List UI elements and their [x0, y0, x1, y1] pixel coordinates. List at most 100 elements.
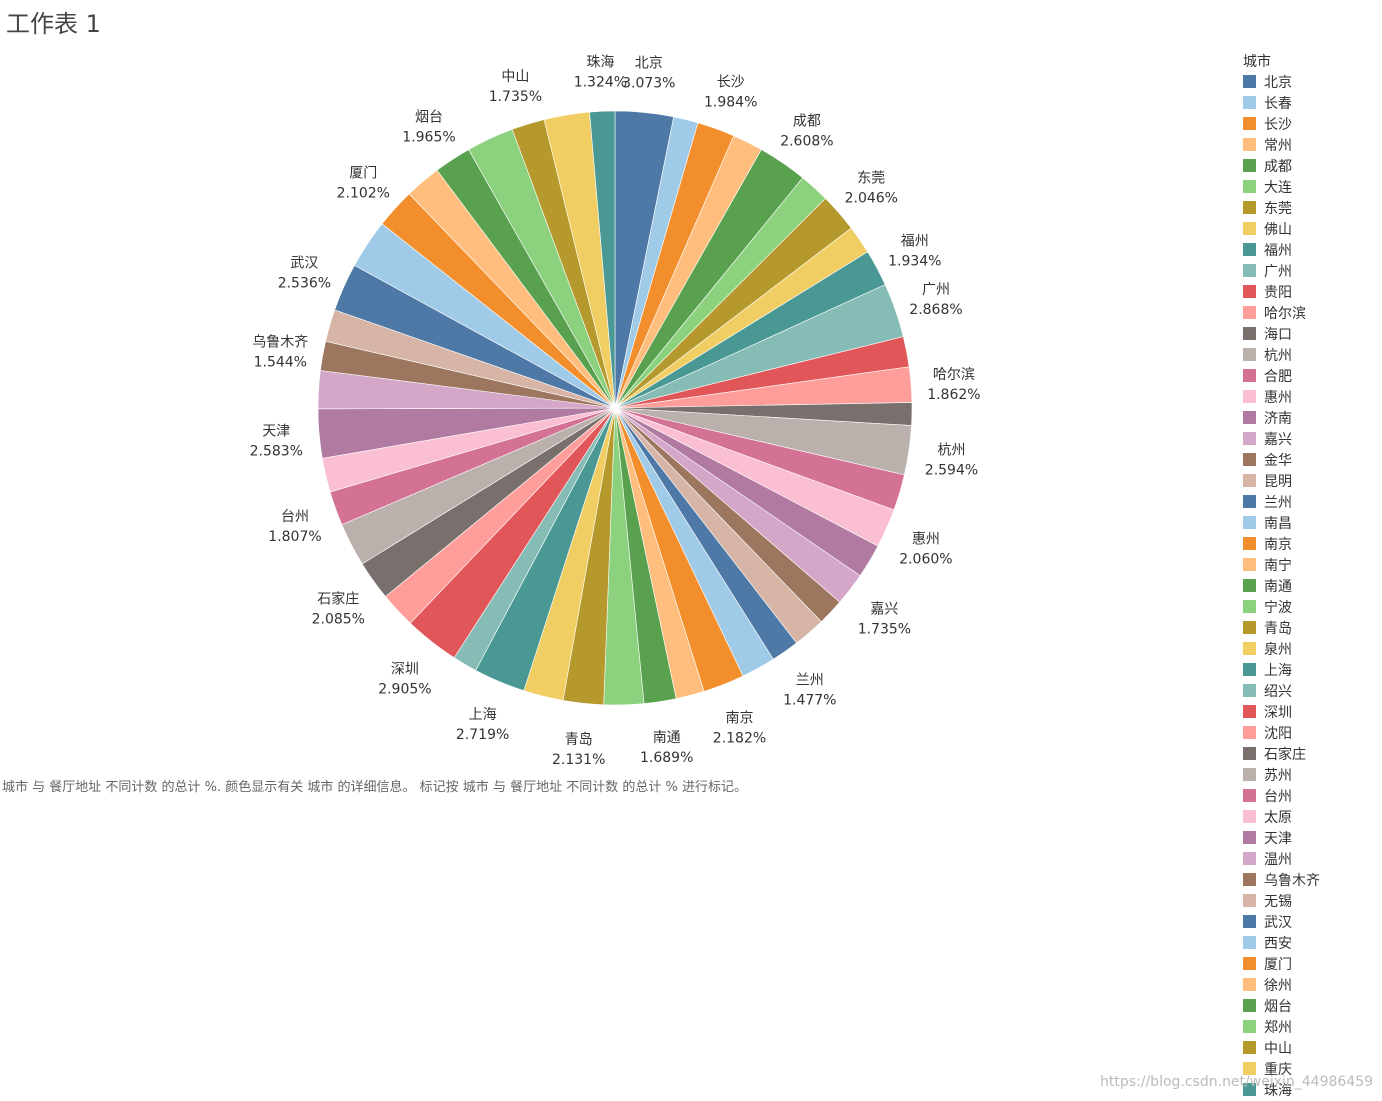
- legend-item-太原[interactable]: 太原: [1243, 806, 1373, 827]
- legend-item-重庆[interactable]: 重庆: [1243, 1058, 1373, 1079]
- legend-item-南通[interactable]: 南通: [1243, 575, 1373, 596]
- slice-label-value: 2.583%: [250, 443, 303, 459]
- legend-item-宁波[interactable]: 宁波: [1243, 596, 1373, 617]
- legend-item-金华[interactable]: 金华: [1243, 449, 1373, 470]
- legend-item-天津[interactable]: 天津: [1243, 827, 1373, 848]
- legend-label: 绍兴: [1264, 683, 1292, 700]
- legend-item-贵阳[interactable]: 贵阳: [1243, 281, 1373, 302]
- legend-item-南京[interactable]: 南京: [1243, 533, 1373, 554]
- legend-item-惠州[interactable]: 惠州: [1243, 386, 1373, 407]
- legend-item-苏州[interactable]: 苏州: [1243, 764, 1373, 785]
- chart-caption: 城市 与 餐厅地址 不同计数 的总计 %. 颜色显示有关 城市 的详细信息。 标…: [2, 780, 747, 795]
- slice-label-city: 深圳: [391, 661, 419, 677]
- legend-label: 东莞: [1264, 200, 1292, 217]
- legend-item-台州[interactable]: 台州: [1243, 785, 1373, 806]
- pie-slice-珠海[interactable]: [589, 110, 616, 409]
- legend-item-温州[interactable]: 温州: [1243, 848, 1373, 869]
- legend-item-绍兴[interactable]: 绍兴: [1243, 680, 1373, 701]
- slice-label-city: 兰州: [796, 673, 824, 689]
- slice-label-city: 哈尔滨: [933, 367, 975, 383]
- legend-item-大连[interactable]: 大连: [1243, 176, 1373, 197]
- slice-label-city: 厦门: [349, 165, 377, 181]
- legend-item-长沙[interactable]: 长沙: [1243, 113, 1373, 134]
- legend-item-成都[interactable]: 成都: [1243, 155, 1373, 176]
- slice-label: 中山 1.735%: [489, 69, 542, 105]
- slice-label-city: 嘉兴: [870, 601, 898, 617]
- legend-swatch: [1243, 810, 1256, 823]
- legend-label: 珠海: [1264, 1082, 1292, 1099]
- slice-label-city: 上海: [469, 707, 497, 723]
- legend-label: 苏州: [1264, 767, 1292, 784]
- legend-item-无锡[interactable]: 无锡: [1243, 890, 1373, 911]
- slice-label-value: 2.046%: [845, 191, 898, 207]
- legend-item-烟台[interactable]: 烟台: [1243, 995, 1373, 1016]
- legend-label: 重庆: [1264, 1061, 1292, 1078]
- legend-label: 哈尔滨: [1264, 305, 1306, 322]
- legend-item-东莞[interactable]: 东莞: [1243, 197, 1373, 218]
- legend-item-徐州[interactable]: 徐州: [1243, 974, 1373, 995]
- slice-label-value: 1.544%: [254, 354, 307, 370]
- legend-item-福州[interactable]: 福州: [1243, 239, 1373, 260]
- legend-swatch: [1243, 453, 1256, 466]
- legend-item-杭州[interactable]: 杭州: [1243, 344, 1373, 365]
- slice-label: 嘉兴 1.735%: [858, 601, 911, 637]
- legend-item-海口[interactable]: 海口: [1243, 323, 1373, 344]
- legend-item-深圳[interactable]: 深圳: [1243, 701, 1373, 722]
- legend-item-常州[interactable]: 常州: [1243, 134, 1373, 155]
- pie-chart[interactable]: 北京 3.073% 长沙 1.984% 成都 2.608% 东莞 2.046% 福州 1.934%…: [0, 0, 1230, 770]
- slice-label-city: 南京: [726, 710, 754, 726]
- legend-swatch: [1243, 537, 1256, 550]
- legend-swatch: [1243, 600, 1256, 613]
- legend-swatch: [1243, 705, 1256, 718]
- legend-item-哈尔滨[interactable]: 哈尔滨: [1243, 302, 1373, 323]
- legend-item-珠海[interactable]: 珠海: [1243, 1079, 1373, 1100]
- legend-label: 海口: [1264, 326, 1292, 343]
- legend-item-上海[interactable]: 上海: [1243, 659, 1373, 680]
- slice-label-value: 2.905%: [378, 681, 431, 697]
- legend-item-西安[interactable]: 西安: [1243, 932, 1373, 953]
- legend-swatch: [1243, 684, 1256, 697]
- legend-swatch: [1243, 432, 1256, 445]
- legend-swatch: [1243, 558, 1256, 571]
- legend-swatch: [1243, 768, 1256, 781]
- legend-item-佛山[interactable]: 佛山: [1243, 218, 1373, 239]
- slice-label-value: 2.102%: [337, 185, 390, 201]
- legend-item-合肥[interactable]: 合肥: [1243, 365, 1373, 386]
- legend-label: 长春: [1264, 95, 1292, 112]
- slice-label-city: 青岛: [565, 732, 593, 748]
- slice-label-value: 3.073%: [622, 76, 675, 92]
- slice-label: 青岛 2.131%: [552, 732, 605, 768]
- slice-label-value: 1.934%: [888, 254, 941, 270]
- legend-swatch: [1243, 474, 1256, 487]
- legend-item-乌鲁木齐[interactable]: 乌鲁木齐: [1243, 869, 1373, 890]
- legend-label: 大连: [1264, 179, 1292, 196]
- legend-item-北京[interactable]: 北京: [1243, 71, 1373, 92]
- legend-item-中山[interactable]: 中山: [1243, 1037, 1373, 1058]
- legend-item-兰州[interactable]: 兰州: [1243, 491, 1373, 512]
- legend-item-武汉[interactable]: 武汉: [1243, 911, 1373, 932]
- slice-label-value: 2.719%: [456, 727, 509, 743]
- legend-items: 北京长春 长沙 常州 成都大连东莞 佛山 福州 广州 贵阳哈尔滨海口 杭州 合肥 惠州 济南 嘉兴 金华昆…: [1243, 71, 1373, 1100]
- legend-label: 兰州: [1264, 494, 1292, 511]
- legend-item-济南[interactable]: 济南: [1243, 407, 1373, 428]
- legend-swatch: [1243, 1020, 1256, 1033]
- legend-item-长春[interactable]: 长春: [1243, 92, 1373, 113]
- watermark: https://blog.csdn.net/weixin_44986459: [1100, 1074, 1374, 1090]
- legend-item-石家庄[interactable]: 石家庄: [1243, 743, 1373, 764]
- legend-item-青岛[interactable]: 青岛: [1243, 617, 1373, 638]
- slice-label-value: 1.689%: [640, 750, 693, 766]
- legend-item-昆明[interactable]: 昆明: [1243, 470, 1373, 491]
- legend-item-南宁[interactable]: 南宁: [1243, 554, 1373, 575]
- legend-swatch: [1243, 936, 1256, 949]
- legend-label: 徐州: [1264, 977, 1292, 994]
- legend-swatch: [1243, 285, 1256, 298]
- legend-item-沈阳[interactable]: 沈阳: [1243, 722, 1373, 743]
- legend-item-嘉兴[interactable]: 嘉兴: [1243, 428, 1373, 449]
- legend-item-郑州[interactable]: 郑州: [1243, 1016, 1373, 1037]
- legend[interactable]: 城市 北京 长春 长沙 常州 成都 大连 东莞 佛山 福州 广州 贵阳 哈尔滨 海口 杭州 合肥 惠州 济南 嘉兴…: [1243, 53, 1373, 1100]
- legend-item-厦门[interactable]: 厦门: [1243, 953, 1373, 974]
- slice-label-value: 2.085%: [312, 612, 365, 628]
- legend-item-泉州[interactable]: 泉州: [1243, 638, 1373, 659]
- legend-item-广州[interactable]: 广州: [1243, 260, 1373, 281]
- legend-item-南昌[interactable]: 南昌: [1243, 512, 1373, 533]
